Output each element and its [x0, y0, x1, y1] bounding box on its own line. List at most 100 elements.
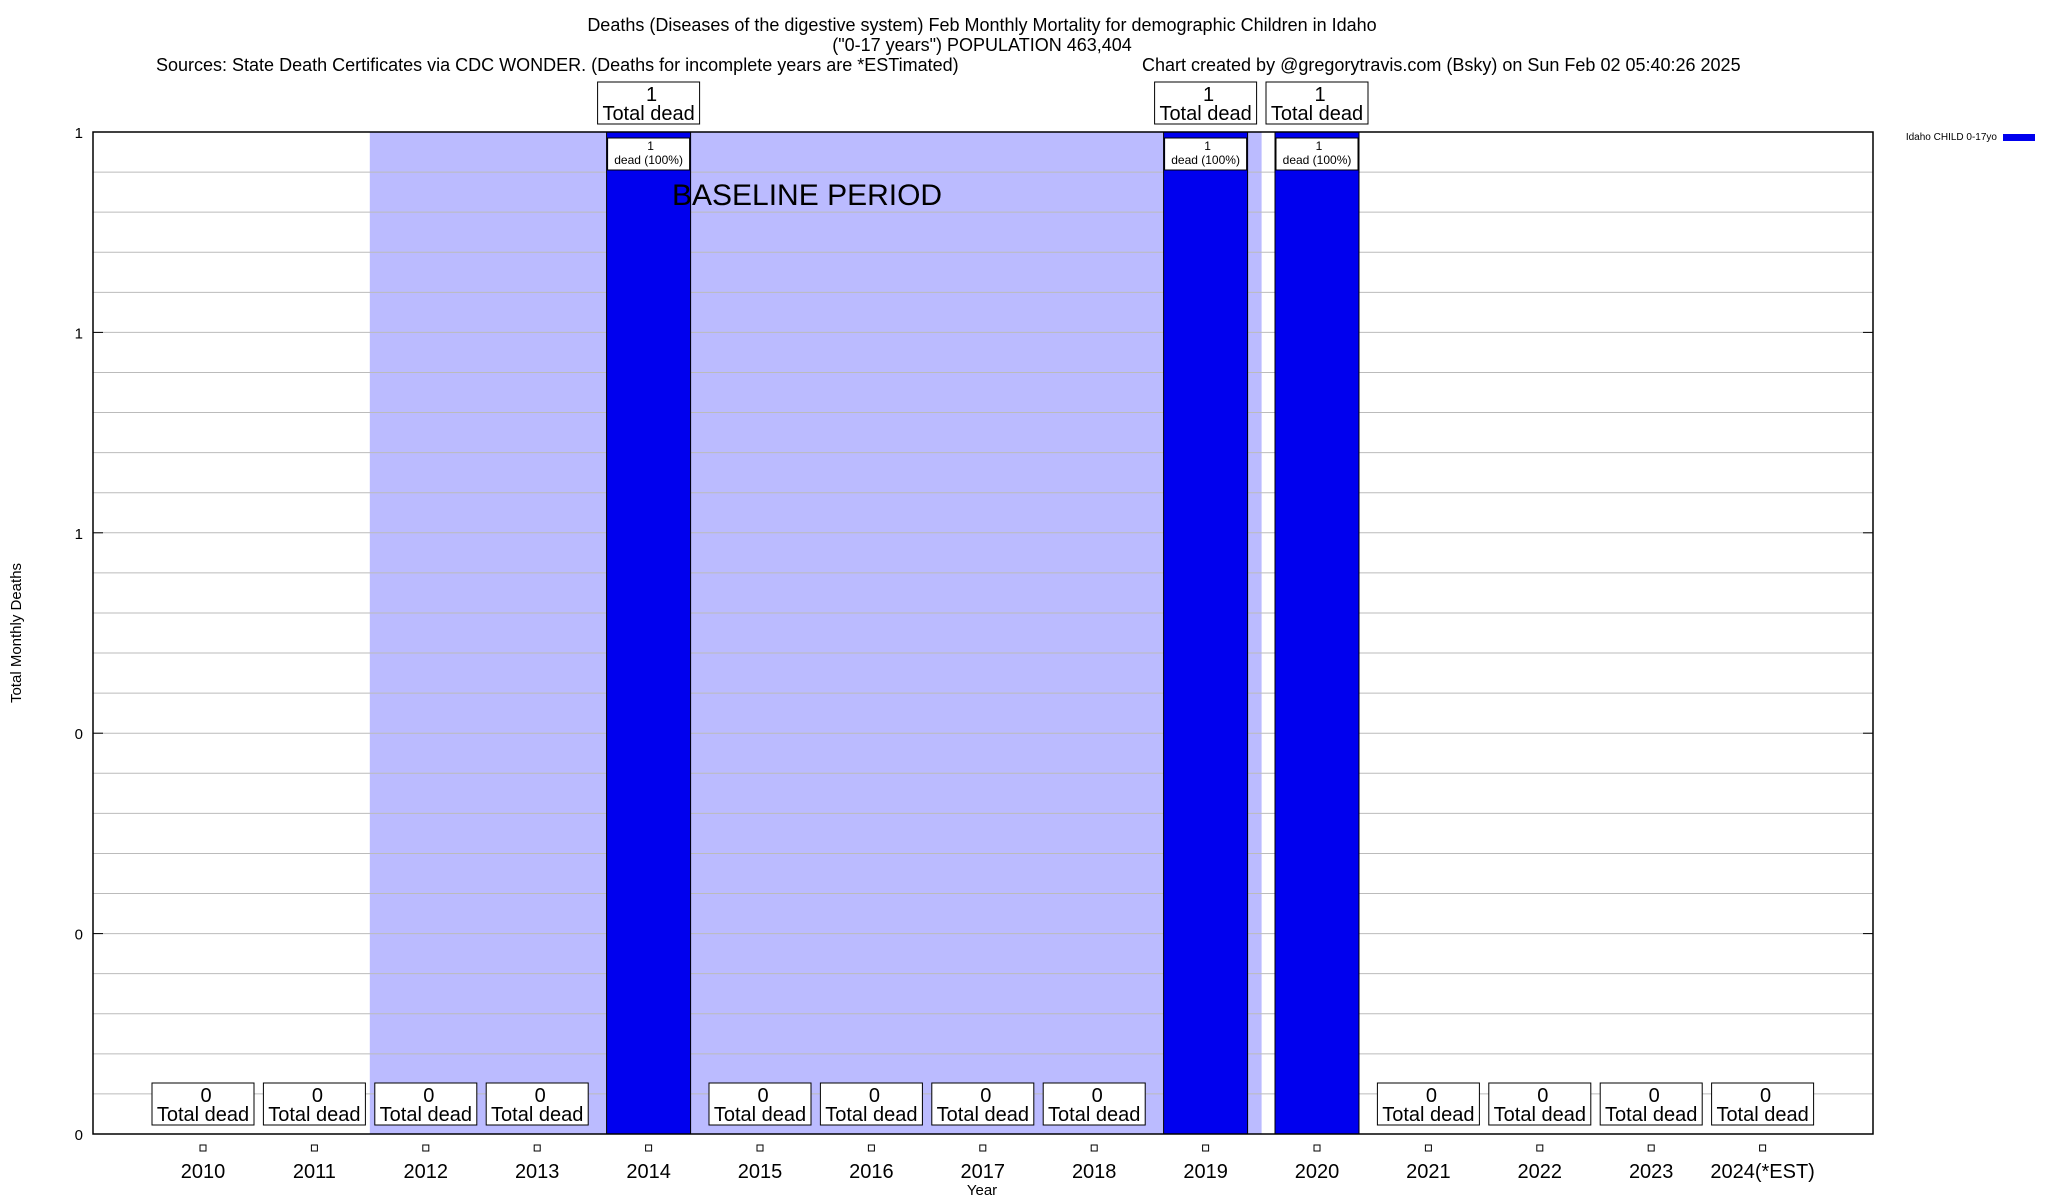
total-label-box	[597, 81, 701, 125]
inner-label-value: 1	[1204, 139, 1211, 153]
chart-title: Deaths (Diseases of the digestive system…	[587, 15, 1376, 35]
x-marker	[979, 1144, 987, 1152]
inner-label-box	[1164, 137, 1248, 171]
x-tick-label: 2011	[293, 1161, 336, 1183]
total-label-box	[1265, 81, 1369, 125]
total-label-box	[262, 1082, 366, 1126]
total-label-box	[1154, 81, 1258, 125]
x-tick-label: 2023	[1629, 1161, 1674, 1183]
total-label-value: 0	[535, 1085, 546, 1107]
x-tick-label: 2019	[1183, 1161, 1228, 1183]
x-marker	[645, 1144, 653, 1152]
total-label-box	[374, 1082, 478, 1126]
inner-label-text: dead (100%)	[1171, 153, 1240, 167]
y-tick-label: 1	[75, 325, 83, 342]
total-label-value: 0	[980, 1085, 991, 1107]
plot-frame	[92, 131, 1874, 1135]
total-label-value: 0	[1537, 1085, 1548, 1107]
total-label-text: Total dead	[491, 1104, 583, 1126]
inner-label-box	[1275, 137, 1359, 171]
total-label-box	[1599, 1082, 1703, 1126]
x-tick-label: 2021	[1406, 1161, 1451, 1183]
total-label-box	[819, 1082, 923, 1126]
total-label-box	[1711, 1082, 1815, 1126]
total-label-text: Total dead	[157, 1104, 249, 1126]
y-tick-label: 0	[75, 1127, 83, 1144]
y-tick-label: 0	[75, 927, 83, 944]
total-label-text: Total dead	[1271, 103, 1363, 125]
total-label-value: 0	[1649, 1085, 1660, 1107]
total-label-text: Total dead	[1716, 1104, 1808, 1126]
baseline-label: BASELINE PERIOD	[672, 179, 942, 212]
x-tick-label: 2010	[181, 1161, 226, 1183]
x-marker	[533, 1144, 541, 1152]
x-marker	[199, 1144, 207, 1152]
x-marker	[1202, 1144, 1210, 1152]
total-label-box	[1042, 1082, 1146, 1126]
total-label-value: 0	[200, 1085, 211, 1107]
x-tick-label: 2024(*EST)	[1710, 1161, 1815, 1183]
total-label-value: 0	[869, 1085, 880, 1107]
total-label-text: Total dead	[1382, 1104, 1474, 1126]
inner-label-value: 1	[647, 139, 654, 153]
x-tick-label: 2016	[849, 1161, 894, 1183]
x-tick-label: 2018	[1072, 1161, 1117, 1183]
y-axis-label: Total Monthly Deaths	[8, 563, 25, 703]
x-marker	[422, 1144, 430, 1152]
x-marker	[756, 1144, 764, 1152]
total-label-value: 0	[1760, 1085, 1771, 1107]
total-label-text: Total dead	[268, 1104, 360, 1126]
x-tick-label: 2014	[626, 1161, 671, 1183]
legend-swatch	[2003, 134, 2035, 141]
x-tick-label: 2017	[961, 1161, 1006, 1183]
x-marker	[1536, 1144, 1544, 1152]
total-label-text: Total dead	[1494, 1104, 1586, 1126]
credit-note: Chart created by @gregorytravis.com (Bsk…	[1142, 55, 1741, 75]
x-tick-label: 2015	[738, 1161, 783, 1183]
x-marker	[1313, 1144, 1321, 1152]
total-label-text: Total dead	[937, 1104, 1029, 1126]
total-label-value: 1	[1314, 84, 1325, 106]
bar	[1163, 131, 1249, 1135]
x-marker	[1647, 1144, 1655, 1152]
inner-label-box	[607, 137, 691, 171]
total-label-text: Total dead	[602, 103, 694, 125]
total-label-value: 1	[646, 84, 657, 106]
inner-label-text: dead (100%)	[614, 153, 683, 167]
total-label-value: 0	[312, 1085, 323, 1107]
x-tick-label: 2020	[1295, 1161, 1340, 1183]
x-marker	[1424, 1144, 1432, 1152]
x-marker	[1759, 1144, 1767, 1152]
total-label-text: Total dead	[380, 1104, 472, 1126]
y-tick-label: 0	[75, 726, 83, 743]
x-tick-label: 2022	[1518, 1161, 1563, 1183]
total-label-text: Total dead	[1048, 1104, 1140, 1126]
total-label-value: 0	[1426, 1085, 1437, 1107]
baseline-region	[369, 132, 1262, 1134]
legend: Idaho CHILD 0-17yo	[1906, 132, 2035, 143]
source-note: Sources: State Death Certificates via CD…	[156, 55, 959, 75]
y-tick-label: 1	[75, 125, 83, 142]
bar	[1274, 131, 1360, 1135]
total-label-box	[1376, 1082, 1480, 1126]
total-label-box	[931, 1082, 1035, 1126]
chart-subtitle: ("0-17 years") POPULATION 463,404	[832, 35, 1132, 55]
total-label-text: Total dead	[1159, 103, 1251, 125]
legend-label: Idaho CHILD 0-17yo	[1906, 132, 1998, 143]
total-label-box	[151, 1082, 255, 1126]
total-label-text: Total dead	[1605, 1104, 1697, 1126]
y-tick-label: 1	[75, 526, 83, 543]
total-label-text: Total dead	[714, 1104, 806, 1126]
x-marker	[867, 1144, 875, 1152]
total-label-box	[1488, 1082, 1592, 1126]
total-label-value: 1	[1203, 84, 1214, 106]
bar	[606, 131, 692, 1135]
x-marker	[1090, 1144, 1098, 1152]
total-label-value: 0	[1092, 1085, 1103, 1107]
total-label-box	[708, 1082, 812, 1126]
x-marker	[310, 1144, 318, 1152]
x-axis-label: Year	[967, 1182, 997, 1199]
x-tick-label: 2013	[515, 1161, 560, 1183]
inner-label-text: dead (100%)	[1283, 153, 1352, 167]
